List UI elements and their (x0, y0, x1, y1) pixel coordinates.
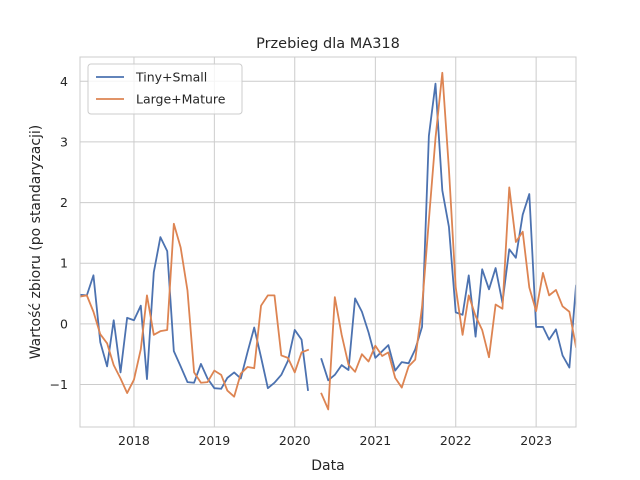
x-tick-label: 2018 (118, 433, 150, 448)
y-tick-label: 2 (60, 195, 68, 210)
legend-box (87, 63, 243, 115)
y-tick-label: 0 (60, 316, 68, 331)
y-axis-ticks: −1 0 1 2 3 4 (50, 74, 68, 392)
series-line-large-mature (80, 71, 576, 411)
x-tick-label: 2022 (440, 433, 472, 448)
legend-label-large-mature: Large+Mature (136, 92, 226, 107)
y-tick-label: 3 (60, 134, 68, 149)
x-axis-ticks: 2018 2019 2020 2021 2022 2023 (118, 433, 552, 448)
x-tick-label: 2020 (279, 433, 311, 448)
plot-frame (79, 56, 577, 428)
y-tick-label: −1 (50, 377, 68, 392)
x-tick-label: 2019 (198, 433, 230, 448)
y-tick-label: 1 (60, 256, 68, 271)
series-line-tiny-small (80, 82, 576, 392)
series-lines (80, 71, 576, 411)
chart-title: Przebieg dla MA318 (256, 36, 400, 52)
legend: Tiny+Small Large+Mature (87, 63, 243, 115)
legend-label-tiny-small: Tiny+Small (135, 70, 207, 85)
y-tick-label: 4 (60, 74, 68, 89)
x-axis-label: Data (311, 458, 344, 474)
x-tick-label: 2021 (359, 433, 391, 448)
y-axis-label: Wartość zbioru (po standaryzacji) (28, 125, 44, 360)
x-tick-label: 2023 (520, 433, 552, 448)
